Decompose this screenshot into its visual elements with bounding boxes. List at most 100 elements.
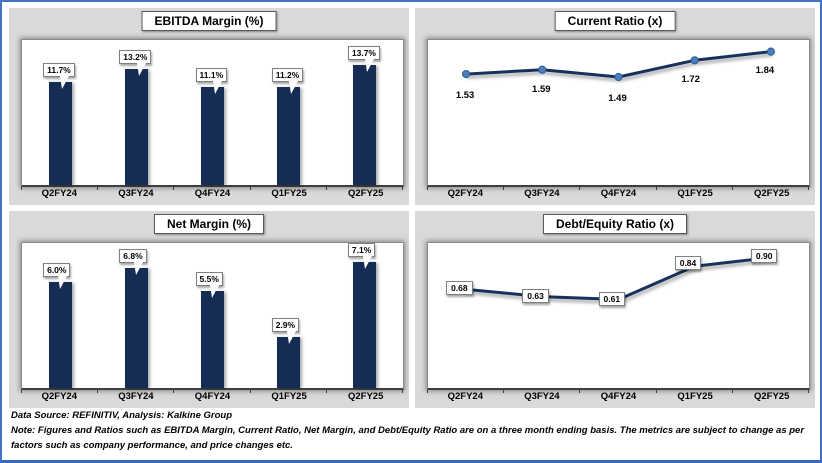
plot-area: 11.7% 13.2% 11.1% 11.2% 13.7% [21,39,404,187]
chart-title: Net Margin (%) [154,214,264,234]
axis-tick [579,186,581,190]
axis-tick [325,389,327,393]
x-axis-label: Q4FY24 [194,188,231,199]
data-label-callout: 5.5% [195,271,223,298]
x-axis-labels: Q2FY24 Q3FY24 Q4FY24 Q1FY25 Q2FY25 [427,391,810,402]
chart-panel-ebitda-margin: EBITDA Margin (%) 11.7% 13.2% 11.1% 11.2% 13… [9,8,409,205]
x-axis-label: Q2FY25 [753,188,790,199]
data-label-box: 0.63 [522,288,549,303]
x-axis-label: Q4FY24 [600,391,637,402]
x-axis-label: Q1FY25 [677,391,713,402]
callout-tail [362,256,372,270]
x-axis-label: Q3FY24 [118,188,154,199]
data-label: 1.53 [455,90,475,102]
axis-tick [503,186,505,190]
data-point-marker [462,69,471,79]
x-axis-label: Q1FY25 [271,391,307,402]
bar [201,87,224,185]
x-axis-label: Q1FY25 [271,188,307,199]
chart-title: Debt/Equity Ratio (x) [542,214,688,234]
bar [353,64,377,185]
axis-tick [97,186,99,190]
axis-tick [427,389,428,393]
data-source-text: Data Source: REFINITIV, Analysis: Kalkin… [11,410,233,421]
axis-tick [21,186,22,190]
callout-tail [58,275,68,289]
x-axis-labels: Q2FY24 Q3FY24 Q4FY24 Q1FY25 Q2FY25 [21,188,404,199]
data-point-marker [690,56,699,65]
data-point-marker [538,65,547,74]
data-label-callout: 13.7% [347,45,380,72]
bar [124,267,148,388]
bar [277,86,301,185]
x-axis-label: Q4FY24 [600,188,637,199]
x-axis-label: Q2FY25 [347,188,384,199]
bar [124,69,148,185]
callout-tail [134,261,144,275]
x-axis-labels: Q2FY24 Q3FY24 Q4FY24 Q1FY25 Q2FY25 [21,391,404,402]
callout-tail [286,330,296,344]
data-label-callout: 13.2% [119,50,152,76]
axis-tick [249,186,251,190]
axis-tick [21,389,22,393]
data-label-callout: 11.1% [195,68,228,95]
plot-area: 6.0% 6.8% 5.5% 2.9% 7.1% [21,242,404,390]
bar [353,262,377,388]
callout-tail [212,81,222,95]
chart-title: EBITDA Margin (%) [141,11,277,31]
axis-tick [402,389,403,393]
x-axis-label: Q1FY25 [677,188,713,199]
data-label: 1.72 [681,74,700,86]
data-point-marker [614,72,623,82]
data-label-box: 0.84 [674,256,702,271]
bar [48,82,72,185]
axis-tick [97,389,99,393]
data-label-box: 0.61 [598,291,626,306]
axis-tick [655,186,657,190]
x-axis-label: Q2FY24 [447,391,483,402]
data-label-callout: 11.2% [271,67,304,94]
x-axis-label: Q2FY25 [753,391,790,402]
axis-tick [249,389,251,393]
data-label-callout: 7.1% [347,243,376,270]
chart-title: Current Ratio (x) [554,11,676,31]
data-label: 1.84 [755,64,775,76]
x-axis-labels: Q2FY24 Q3FY24 Q4FY24 Q1FY25 Q2FY25 [427,188,810,199]
chart-panel-debt-equity-ratio: Debt/Equity Ratio (x) 0.68 0.63 0.61 0.84 0.… [415,211,815,408]
axis-tick [503,389,505,393]
callout-tail [210,284,220,298]
callout-tail [60,76,70,90]
data-label: 1.49 [608,92,627,104]
axis-tick [579,389,581,393]
bar [48,281,72,388]
axis-tick [173,186,175,190]
data-label-callout: 2.9% [271,317,300,344]
plot-area: 1.53 1.59 1.49 1.72 1.84 [427,39,810,187]
x-axis-label: Q3FY24 [524,391,560,402]
data-label-box: 0.90 [750,248,778,263]
x-axis-label: Q2FY24 [41,391,77,402]
axis-tick [655,389,657,393]
data-label-callout: 6.0% [43,262,71,289]
axis-tick [808,389,809,393]
x-axis-label: Q3FY24 [524,188,560,199]
chart-panel-net-margin: Net Margin (%) 6.0% 6.8% 5.5% 2.9% 7.1% Q2FY… [9,211,409,408]
footnote-text: Note: Figures and Ratios such as EBITDA … [11,425,805,451]
axis-tick [427,186,428,190]
bar [201,290,224,388]
x-axis-label: Q2FY25 [347,391,384,402]
x-axis-label: Q2FY24 [447,188,483,199]
data-label-callout: 6.8% [119,248,147,275]
axis-tick [808,186,809,190]
axis-tick [731,186,733,190]
data-label-box: 0.68 [446,281,473,296]
x-axis-label: Q3FY24 [118,391,154,402]
axis-tick [173,389,175,393]
axis-tick [731,389,733,393]
callout-tail [365,58,375,72]
callout-tail [136,63,146,76]
bar [277,336,301,388]
x-axis-label: Q2FY24 [41,188,77,199]
chart-panel-current-ratio: Current Ratio (x) 1.53 1.59 1.49 1.72 1.84 Q… [415,8,815,205]
